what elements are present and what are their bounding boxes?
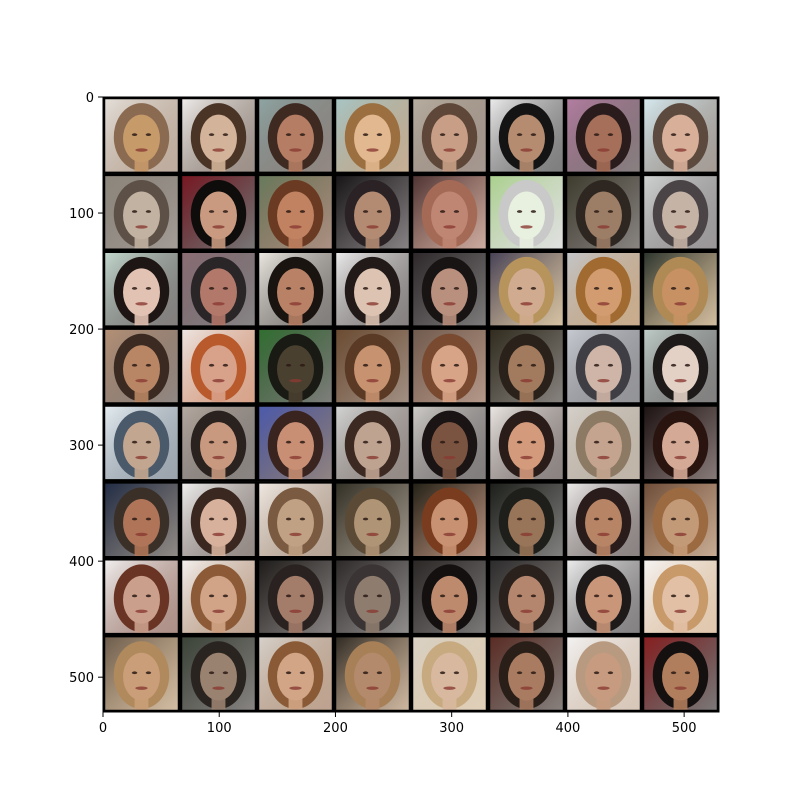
face-tile (102, 250, 181, 328)
face-tile (564, 250, 643, 328)
face-tile (333, 96, 412, 175)
face-tile (564, 404, 643, 482)
face-tile (410, 250, 489, 328)
face-tile (102, 558, 181, 636)
face-tile (410, 173, 489, 251)
face-tile (256, 558, 335, 636)
x-tick-label: 300 (439, 721, 464, 736)
face-tile (641, 327, 720, 405)
face-tile (256, 327, 335, 405)
face-tile (179, 558, 258, 636)
y-tick-label: 300 (69, 439, 94, 454)
axes-frame (102, 96, 720, 713)
face-tile (410, 634, 489, 713)
face-tile (333, 634, 412, 713)
face-tile (333, 173, 412, 251)
face-tile (102, 481, 181, 559)
face-tile (410, 96, 489, 175)
face-tile (102, 96, 181, 175)
face-tile (487, 173, 566, 251)
face-tile (487, 558, 566, 636)
face-tile (256, 634, 335, 713)
face-tile (179, 404, 258, 482)
face-tile (564, 173, 643, 251)
face-tile (256, 96, 335, 175)
face-tile (102, 634, 181, 713)
face-tile (179, 327, 258, 405)
face-tile (564, 558, 643, 636)
y-tick-label: 400 (69, 555, 94, 570)
face-tile (333, 558, 412, 636)
face-tile (564, 96, 643, 175)
face-tile (333, 250, 412, 328)
face-tile (256, 250, 335, 328)
face-tile (641, 173, 720, 251)
face-tile (641, 634, 720, 713)
face-tile (641, 558, 720, 636)
face-tile (641, 96, 720, 175)
face-tile (641, 481, 720, 559)
x-tick-label: 500 (672, 721, 697, 736)
face-tile (179, 173, 258, 251)
face-tile (102, 173, 181, 251)
x-tick-label: 0 (99, 721, 107, 736)
face-tile (102, 327, 181, 405)
face-tile (102, 404, 181, 482)
face-tile (256, 173, 335, 251)
face-tile (487, 250, 566, 328)
face-tile (179, 481, 258, 559)
face-tile (179, 250, 258, 328)
face-tile (179, 634, 258, 713)
face-tile (564, 481, 643, 559)
x-axis-ticks: 0 100 200 300 400 500 (99, 712, 697, 736)
face-tile (564, 327, 643, 405)
face-tile (641, 250, 720, 328)
y-axis-ticks: 0 100 200 300 400 500 (69, 91, 103, 686)
face-tile (487, 634, 566, 713)
face-tile (333, 404, 412, 482)
y-tick-label: 500 (69, 671, 94, 686)
y-tick-label: 0 (86, 91, 94, 106)
face-tile (333, 481, 412, 559)
face-tile (564, 634, 643, 713)
y-tick-label: 100 (69, 207, 94, 222)
face-tile (410, 404, 489, 482)
face-tile (179, 96, 258, 175)
face-tile (333, 327, 412, 405)
x-tick-label: 400 (555, 721, 580, 736)
face-tile (487, 481, 566, 559)
face-tile (410, 558, 489, 636)
y-tick-label: 200 (69, 323, 94, 338)
face-tile (641, 404, 720, 482)
face-tile (256, 481, 335, 559)
image-tiles (102, 96, 720, 713)
face-tile (256, 404, 335, 482)
face-tile (410, 481, 489, 559)
face-tile (410, 327, 489, 405)
x-tick-label: 100 (207, 721, 232, 736)
face-tile (487, 96, 566, 175)
x-tick-label: 200 (323, 721, 348, 736)
face-tile (487, 327, 566, 405)
face-tile (487, 404, 566, 482)
